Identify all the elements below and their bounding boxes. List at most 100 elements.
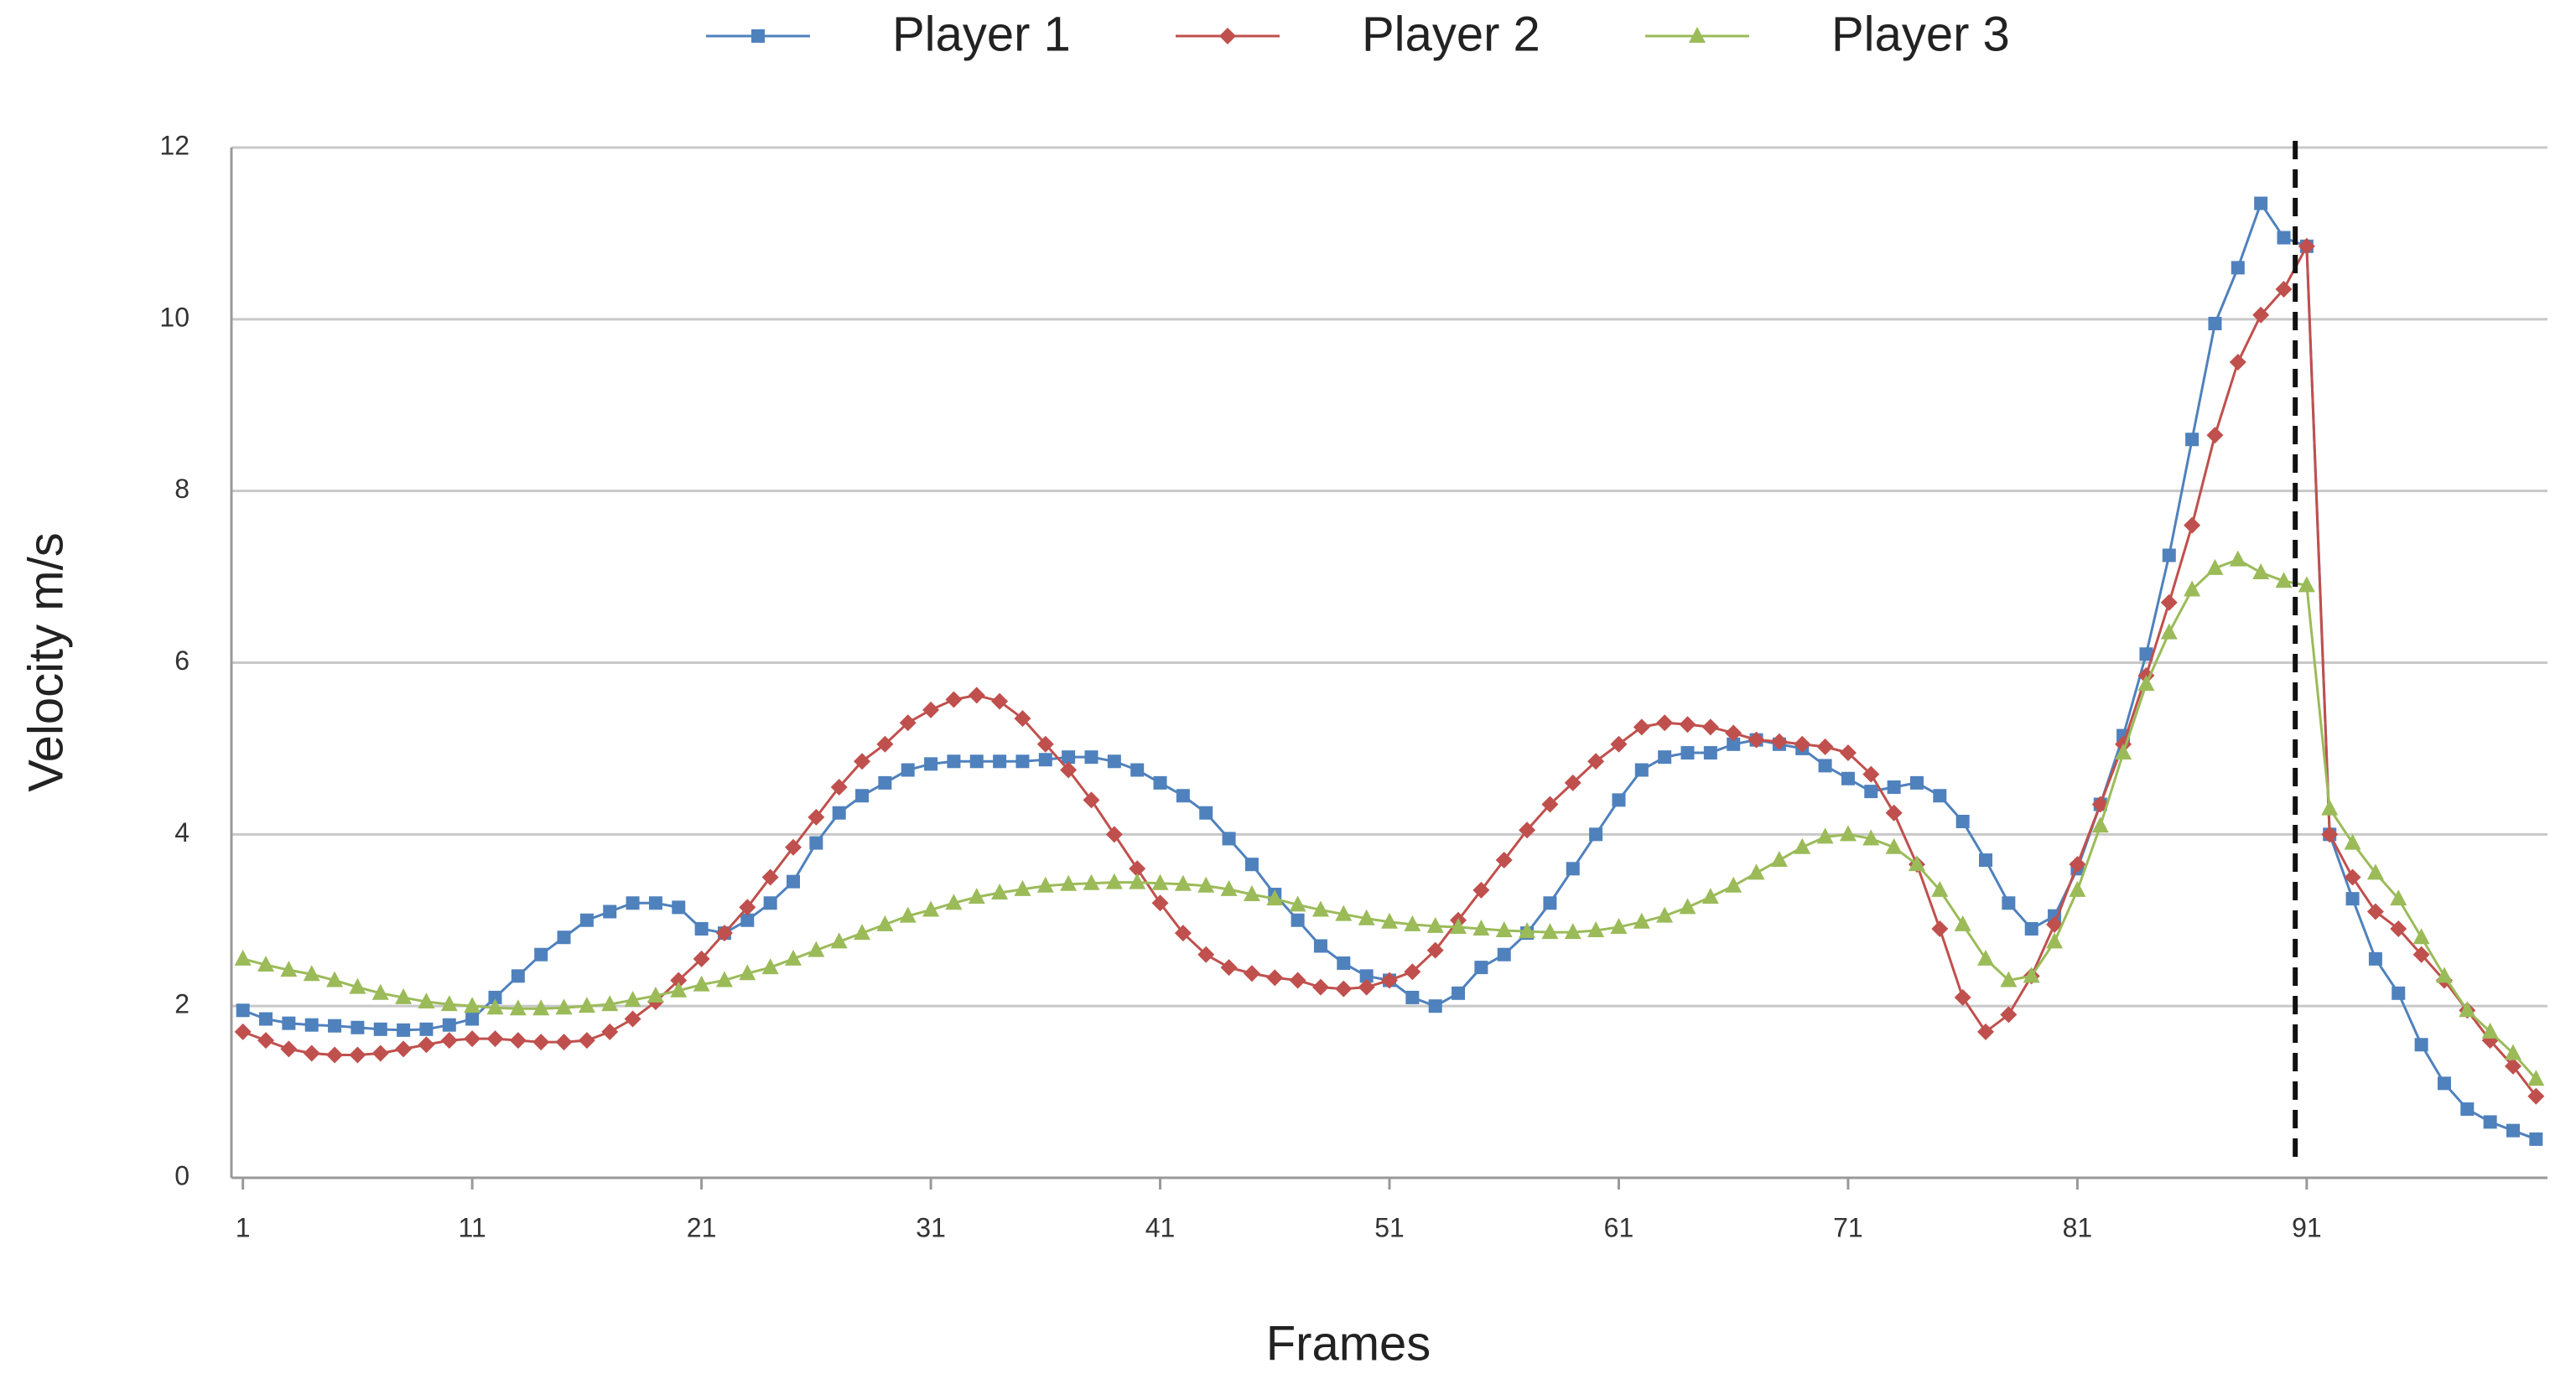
marker bbox=[2366, 903, 2384, 920]
marker bbox=[808, 941, 825, 957]
marker bbox=[1197, 876, 1215, 893]
marker bbox=[1541, 923, 1559, 940]
marker bbox=[626, 896, 640, 910]
marker bbox=[1633, 912, 1650, 929]
marker bbox=[2115, 744, 2132, 760]
marker bbox=[2460, 1102, 2475, 1117]
marker bbox=[1816, 738, 1834, 755]
marker bbox=[2527, 1087, 2545, 1105]
marker bbox=[854, 753, 871, 770]
x-tick-label: 61 bbox=[1604, 1212, 1634, 1242]
marker bbox=[1841, 771, 1855, 785]
legend-label: Player 2 bbox=[1362, 7, 1540, 61]
marker bbox=[830, 932, 848, 949]
marker bbox=[534, 947, 548, 962]
marker bbox=[1220, 959, 1238, 977]
marker bbox=[1176, 789, 1190, 803]
marker bbox=[442, 1018, 456, 1032]
marker bbox=[1610, 735, 1628, 753]
marker bbox=[603, 905, 617, 919]
marker bbox=[694, 921, 709, 936]
marker bbox=[1289, 972, 1306, 989]
marker bbox=[693, 975, 710, 992]
marker bbox=[876, 735, 894, 753]
marker bbox=[1130, 763, 1145, 777]
marker bbox=[1151, 873, 1169, 890]
marker bbox=[2435, 967, 2453, 983]
marker bbox=[1174, 874, 1192, 891]
marker bbox=[532, 999, 550, 1016]
marker bbox=[2091, 816, 2109, 833]
marker bbox=[1244, 858, 1259, 872]
marker bbox=[1335, 905, 1353, 921]
marker bbox=[257, 956, 275, 972]
marker bbox=[1381, 912, 1398, 929]
marker bbox=[1038, 753, 1052, 767]
x-axis-title: Frames bbox=[1266, 1316, 1431, 1371]
marker bbox=[899, 714, 917, 732]
y-tick-label: 10 bbox=[159, 302, 190, 332]
marker bbox=[922, 701, 940, 718]
marker bbox=[1404, 915, 1421, 931]
marker bbox=[740, 913, 755, 927]
marker bbox=[1472, 919, 1490, 936]
marker bbox=[1426, 941, 1444, 959]
marker bbox=[624, 1010, 641, 1028]
marker bbox=[2321, 799, 2339, 816]
marker bbox=[234, 1023, 252, 1040]
marker bbox=[349, 977, 366, 994]
marker bbox=[555, 1034, 573, 1051]
marker bbox=[1931, 880, 1949, 897]
marker bbox=[511, 969, 525, 983]
marker bbox=[1954, 988, 1971, 1006]
marker bbox=[1153, 775, 1167, 790]
marker bbox=[1289, 895, 1306, 912]
marker bbox=[1519, 822, 1536, 839]
marker bbox=[1359, 969, 1374, 983]
marker bbox=[532, 1034, 550, 1051]
marker bbox=[739, 899, 756, 916]
marker bbox=[1311, 978, 1329, 996]
marker bbox=[1933, 789, 1947, 803]
marker bbox=[670, 972, 688, 989]
marker bbox=[2412, 946, 2430, 963]
x-tick-label: 91 bbox=[2292, 1212, 2322, 1242]
marker bbox=[1770, 733, 1788, 750]
x-tick-label: 1 bbox=[236, 1212, 251, 1242]
marker bbox=[1794, 837, 1811, 854]
marker bbox=[1151, 894, 1169, 912]
marker bbox=[1197, 946, 1215, 963]
y-tick-label: 0 bbox=[174, 1160, 190, 1190]
marker bbox=[2275, 280, 2293, 298]
marker bbox=[1337, 956, 1351, 970]
marker bbox=[1564, 774, 1581, 791]
marker bbox=[648, 896, 662, 910]
marker bbox=[1589, 827, 1603, 842]
marker bbox=[2459, 1001, 2476, 1018]
marker bbox=[1313, 939, 1327, 953]
marker bbox=[2437, 1076, 2451, 1091]
marker bbox=[2160, 594, 2178, 611]
marker bbox=[1036, 735, 1054, 753]
marker bbox=[371, 1044, 389, 1062]
marker bbox=[693, 950, 710, 967]
marker bbox=[234, 949, 252, 966]
marker bbox=[832, 806, 846, 820]
marker bbox=[1839, 825, 1857, 842]
marker bbox=[1358, 909, 1375, 925]
marker bbox=[715, 925, 733, 942]
marker bbox=[1084, 750, 1098, 765]
marker bbox=[1679, 716, 1696, 733]
marker bbox=[1633, 718, 1650, 736]
marker bbox=[2229, 354, 2246, 371]
marker bbox=[259, 1012, 273, 1026]
marker bbox=[486, 998, 504, 1015]
marker bbox=[2368, 951, 2382, 966]
marker bbox=[2390, 889, 2407, 906]
marker bbox=[1727, 737, 1741, 751]
marker bbox=[440, 1032, 458, 1050]
marker bbox=[2160, 623, 2178, 640]
marker bbox=[601, 995, 619, 1012]
marker bbox=[1358, 978, 1375, 996]
marker bbox=[1243, 885, 1260, 902]
